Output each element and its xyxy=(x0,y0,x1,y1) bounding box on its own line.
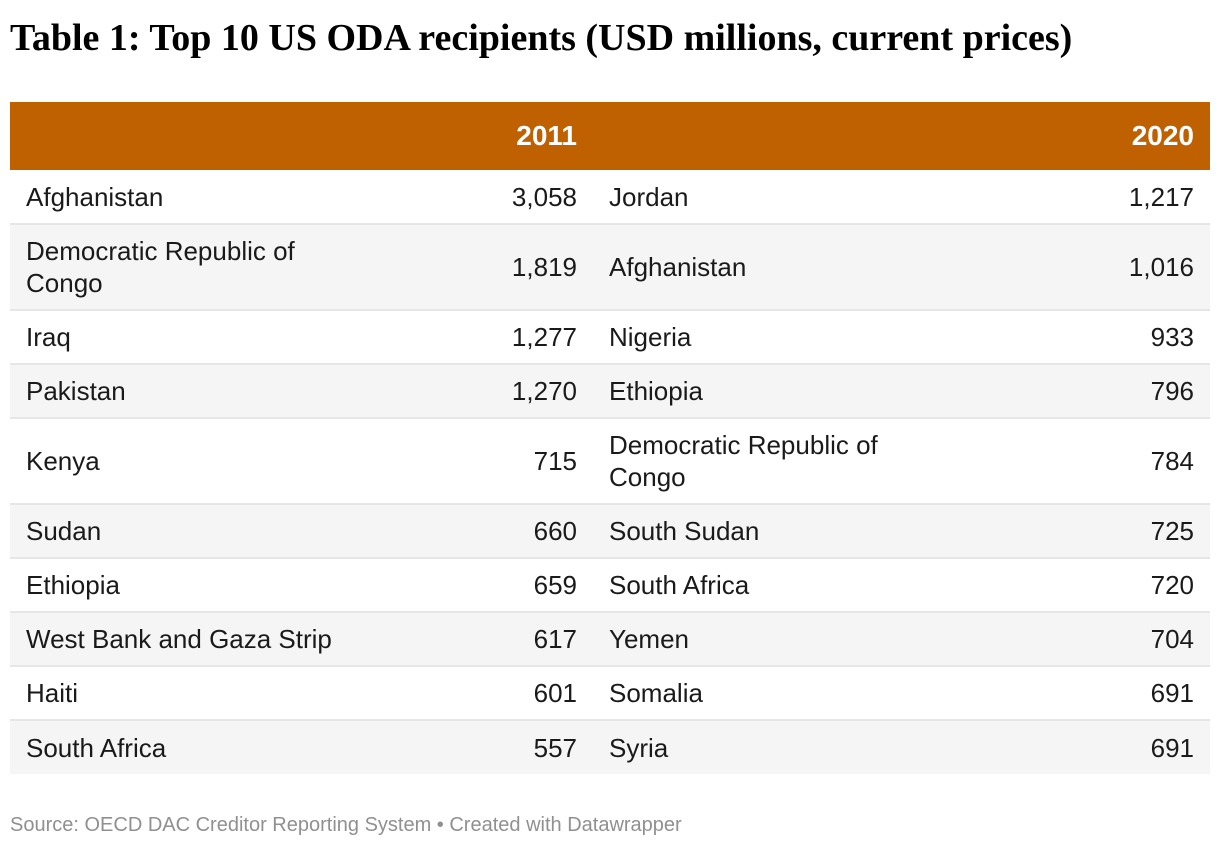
header-year-2020: 2020 xyxy=(1131,120,1194,151)
country-2020-cell: South Africa xyxy=(593,558,943,613)
oda-recipients-table: 2011 2020 Afghanistan 3,058 Jordan 1,217 Dem… xyxy=(10,102,1210,774)
table-row: Afghanistan 3,058 Jordan 1,217 xyxy=(10,170,1210,225)
country-2011-cell: Sudan xyxy=(10,504,360,559)
value-2020-cell: 796 xyxy=(943,364,1210,419)
table-row: Iraq 1,277 Nigeria 933 xyxy=(10,310,1210,365)
table-row: Ethiopia 659 South Africa 720 xyxy=(10,558,1210,613)
country-2011-cell: Afghanistan xyxy=(10,170,360,225)
value-2011-cell: 617 xyxy=(360,612,593,667)
value-2011-cell: 3,058 xyxy=(360,170,593,225)
value-2011-cell: 557 xyxy=(360,720,593,774)
value-2020-cell: 691 xyxy=(943,666,1210,721)
country-2011-cell: Ethiopia xyxy=(10,558,360,613)
value-2011-cell: 1,277 xyxy=(360,310,593,365)
table-row: South Africa 557 Syria 691 xyxy=(10,720,1210,774)
value-2011-cell: 659 xyxy=(360,558,593,613)
table-row: Pakistan 1,270 Ethiopia 796 xyxy=(10,364,1210,419)
value-2020-cell: 704 xyxy=(943,612,1210,667)
country-2011-cell: Haiti xyxy=(10,666,360,721)
country-2020-cell: Democratic Republic of Congo xyxy=(593,418,943,505)
country-2020-cell: Nigeria xyxy=(593,310,943,365)
country-2011-cell: West Bank and Gaza Strip xyxy=(10,612,360,667)
table-header-row: 2011 2020 xyxy=(10,102,1210,170)
table-row: Democratic Republic of Congo 1,819 Afghani… xyxy=(10,224,1210,311)
value-2011-cell: 1,270 xyxy=(360,364,593,419)
table-row: West Bank and Gaza Strip 617 Yemen 704 xyxy=(10,612,1210,667)
country-2020-cell: South Sudan xyxy=(593,504,943,559)
header-country-2020 xyxy=(593,102,943,170)
value-2020-cell: 691 xyxy=(943,720,1210,774)
country-2020-cell: Afghanistan xyxy=(593,224,943,311)
value-2020-cell: 1,217 xyxy=(943,170,1210,225)
value-2020-cell: 720 xyxy=(943,558,1210,613)
table-row: Sudan 660 South Sudan 725 xyxy=(10,504,1210,559)
table-row: Haiti 601 Somalia 691 xyxy=(10,666,1210,721)
table-body: Afghanistan 3,058 Jordan 1,217 Democratic Re… xyxy=(10,170,1210,774)
country-2011-cell: South Africa xyxy=(10,720,360,774)
value-2011-cell: 1,819 xyxy=(360,224,593,311)
header-country-2011 xyxy=(10,102,360,170)
country-2011-cell: Kenya xyxy=(10,418,360,505)
country-2020-cell: Yemen xyxy=(593,612,943,667)
country-2020-cell: Jordan xyxy=(593,170,943,225)
country-2011-cell: Pakistan xyxy=(10,364,360,419)
table-row: Kenya 715 Democratic Republic of Congo 784 xyxy=(10,418,1210,505)
value-2020-cell: 933 xyxy=(943,310,1210,365)
header-year-2011: 2011 xyxy=(516,120,577,151)
country-2011-cell: Democratic Republic of Congo xyxy=(10,224,360,311)
value-2020-cell: 784 xyxy=(943,418,1210,505)
value-2011-cell: 601 xyxy=(360,666,593,721)
value-2020-cell: 1,016 xyxy=(943,224,1210,311)
source-note: Source: OECD DAC Creditor Reporting Syst… xyxy=(10,814,682,836)
value-2011-cell: 715 xyxy=(360,418,593,505)
country-2020-cell: Ethiopia xyxy=(593,364,943,419)
value-2011-cell: 660 xyxy=(360,504,593,559)
country-2020-cell: Syria xyxy=(593,720,943,774)
table-title: Table 1: Top 10 US ODA recipients (USD m… xyxy=(10,17,1073,59)
value-2020-cell: 725 xyxy=(943,504,1210,559)
country-2020-cell: Somalia xyxy=(593,666,943,721)
country-2011-cell: Iraq xyxy=(10,310,360,365)
